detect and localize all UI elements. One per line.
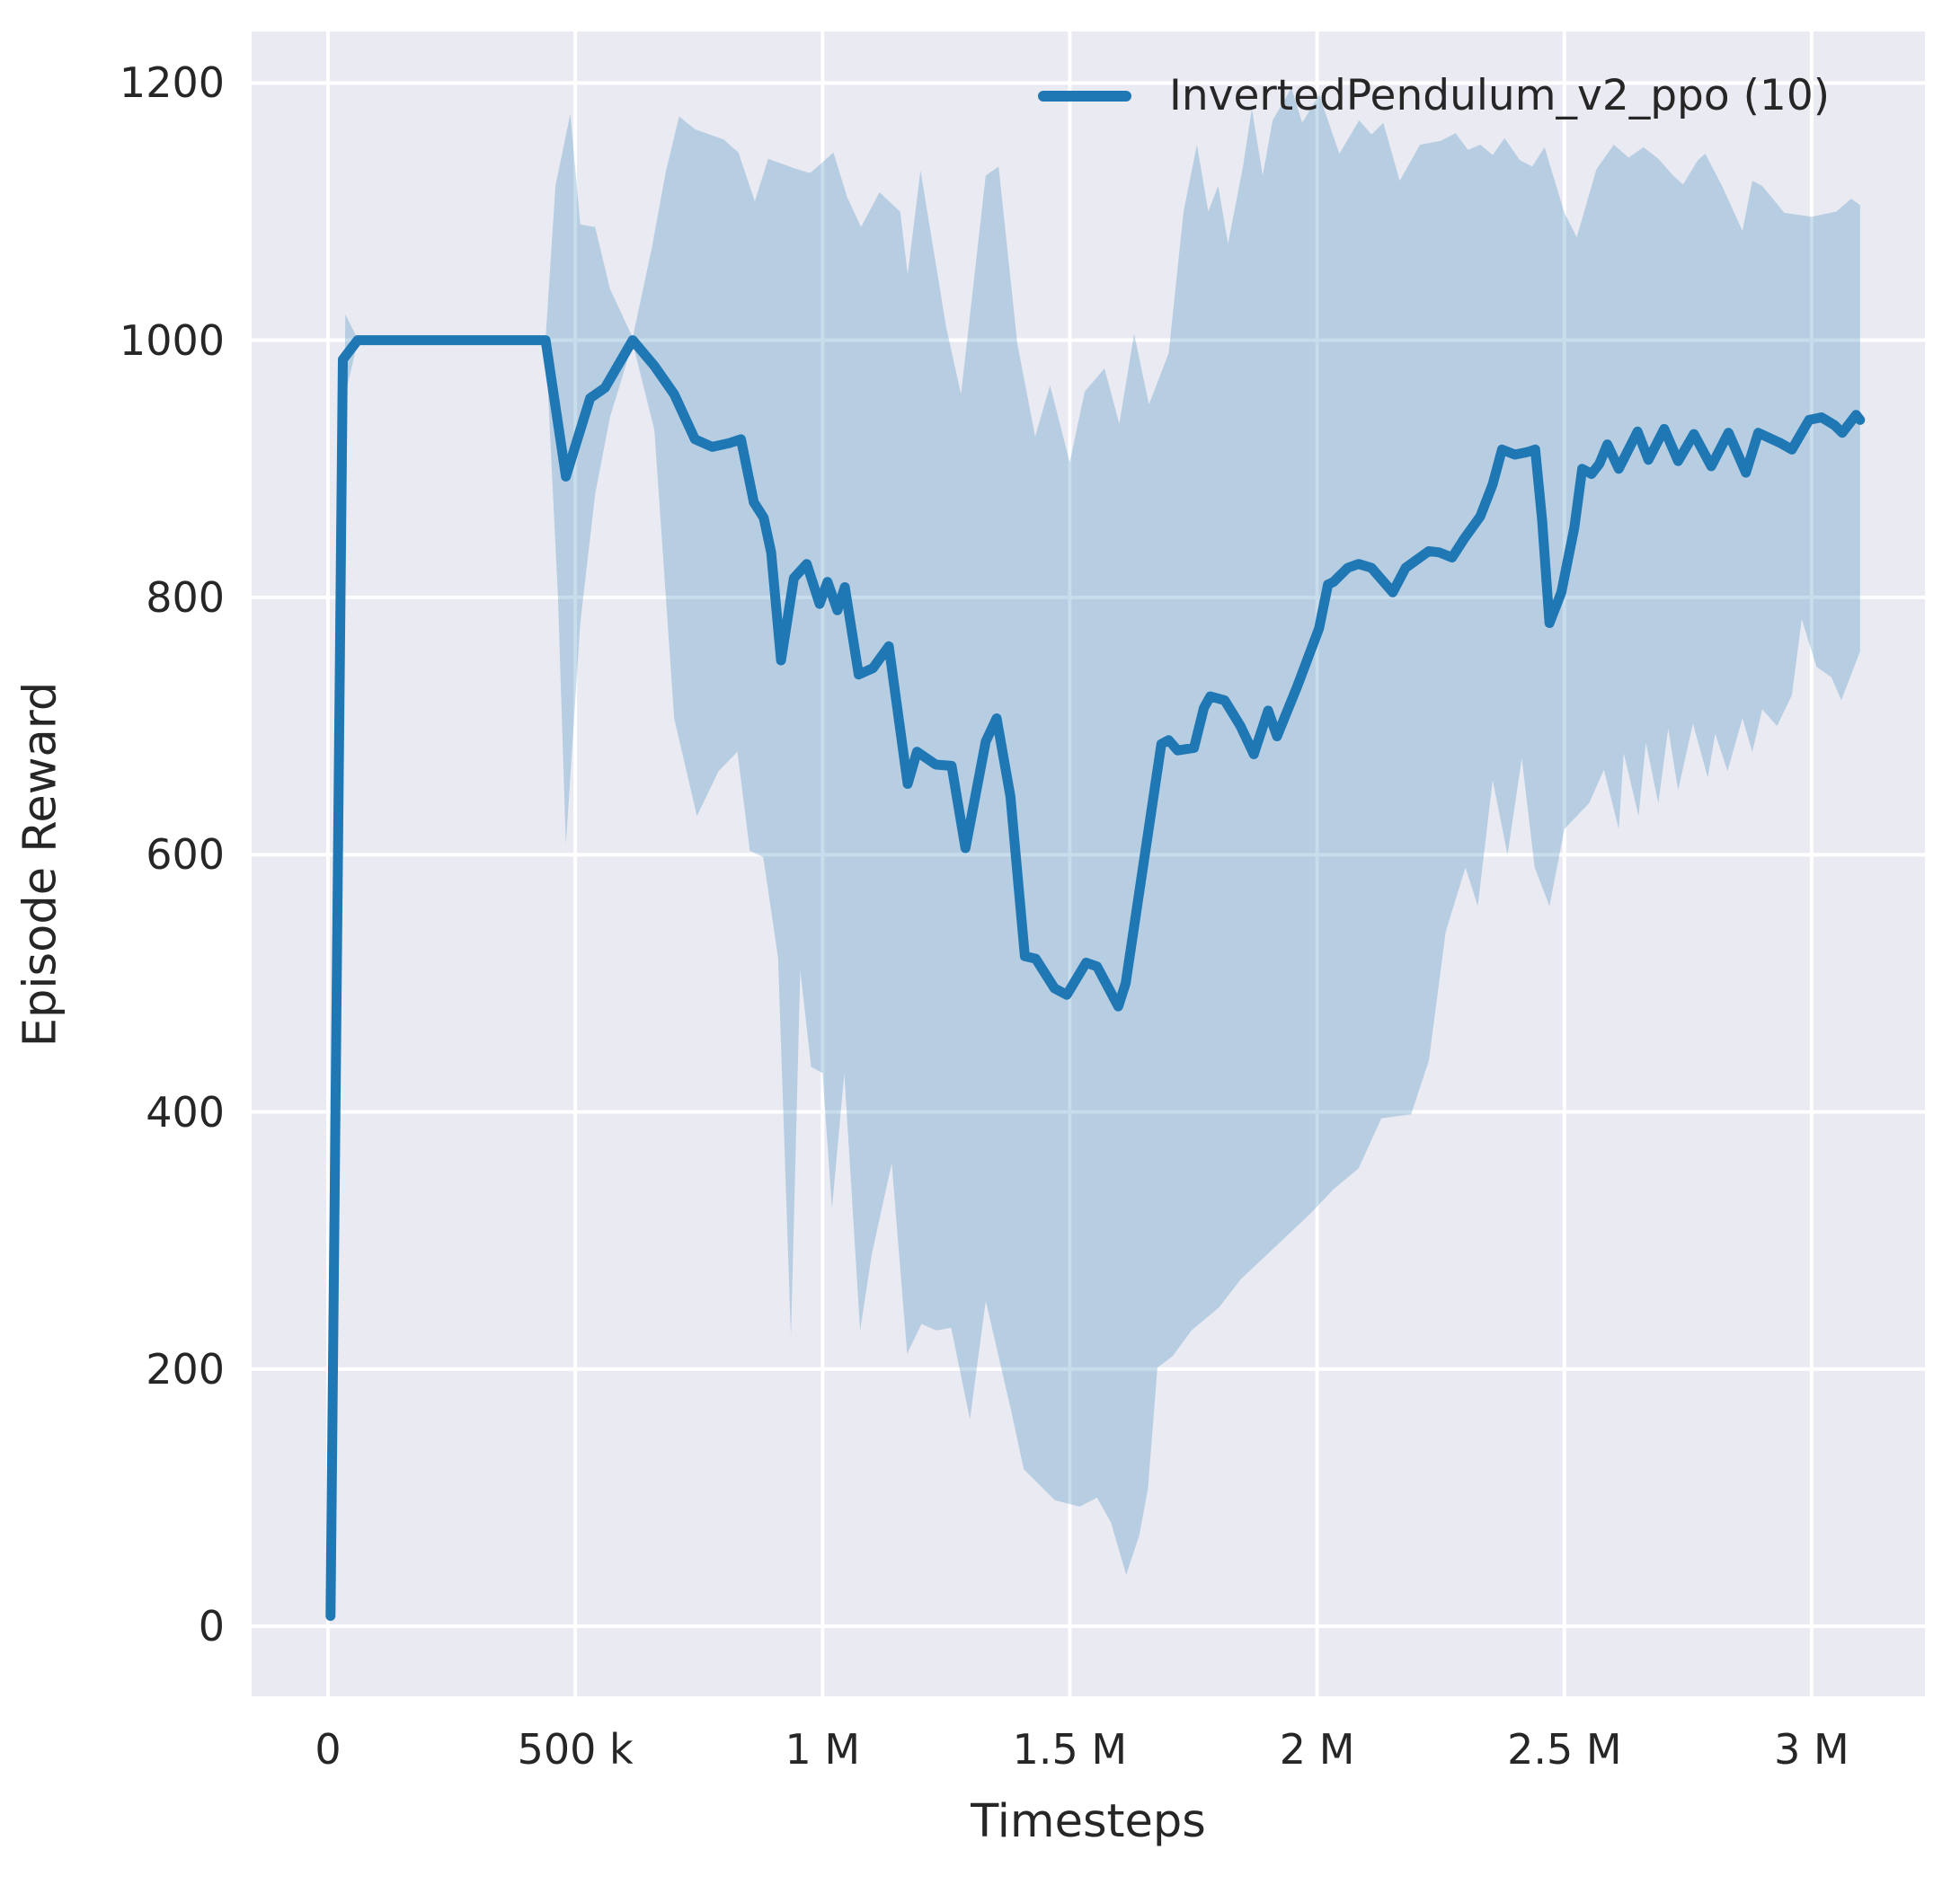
confidence-band: [330, 88, 1860, 1616]
x-tick-label: 2 M: [1279, 1725, 1355, 1774]
x-tick-label: 1 M: [785, 1725, 861, 1774]
y-tick-label: 400: [146, 1087, 225, 1137]
y-tick-label: 800: [146, 572, 225, 622]
x-tick-label: 1.5 M: [1012, 1725, 1128, 1774]
y-tick-label: 0: [198, 1602, 225, 1650]
x-tick-label: 0: [315, 1725, 341, 1774]
y-tick-label: 600: [146, 830, 225, 880]
plot-area: [252, 31, 1925, 1696]
y-tick-label: 1200: [119, 58, 225, 108]
y-axis-label: Episode Reward: [13, 681, 67, 1048]
x-axis-label: Timesteps: [971, 1795, 1206, 1848]
legend-line-swatch: [1038, 91, 1131, 102]
x-tick-label: 500 k: [517, 1725, 634, 1774]
gridlines: [252, 31, 1925, 1696]
y-tick-label: 200: [146, 1344, 225, 1394]
x-tick-label: 3 M: [1774, 1725, 1849, 1774]
x-tick-label: 2.5 M: [1507, 1725, 1622, 1774]
legend-label: InvertedPendulum_v2_ppo (10): [1169, 71, 1831, 120]
mean-reward-line: [325, 335, 1866, 1621]
y-tick-label: 1000: [119, 315, 225, 365]
legend: InvertedPendulum_v2_ppo (10): [1038, 72, 1830, 120]
